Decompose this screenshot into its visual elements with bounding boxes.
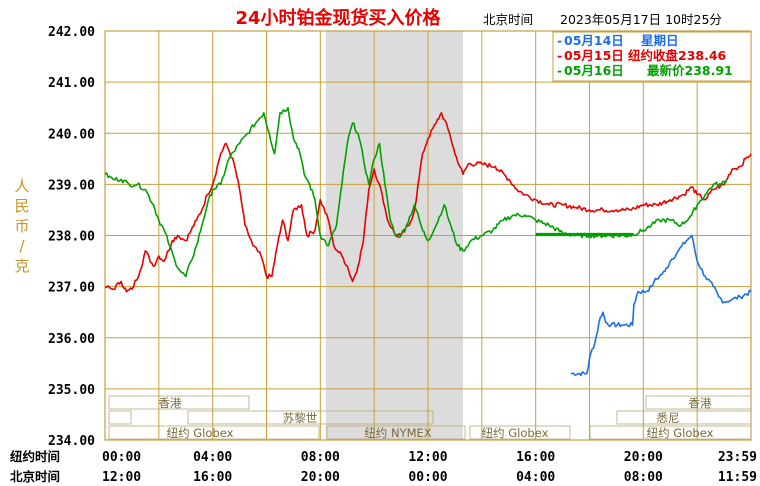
session-label-globex-1: 纽约 Globex <box>167 426 234 440</box>
y-tick-label: 238.00 <box>48 230 95 245</box>
legend-dash-0: - <box>557 33 562 48</box>
session-label-globex-3: 纽约 Globex <box>647 426 714 440</box>
ny-time-row-label: 纽约时间 <box>10 449 60 464</box>
x-tick-label-bj: 04:00 <box>516 470 555 485</box>
x-tick-label-ny: 04:00 <box>193 450 232 465</box>
x-tick-label-bj: 20:00 <box>301 470 340 485</box>
legend: - 05月14日 星期日 - 05月15日 纽约收盘238.46 - 05月16… <box>552 31 752 82</box>
y-tick-label: 241.00 <box>48 76 95 91</box>
legend-label-1: 05月15日 <box>564 48 624 63</box>
plot-frame <box>104 30 752 441</box>
x-tick-label-ny: 00:00 <box>102 450 141 465</box>
y-axis-label: 人 民 币 / 克 <box>14 177 29 275</box>
x-tick-label-bj: 08:00 <box>624 470 663 485</box>
session-bar-hongkong-1 <box>108 395 250 410</box>
legend-dash-1: - <box>557 48 562 63</box>
session-bar-hongkong-2 <box>645 395 752 410</box>
session-bar-globex-3 <box>589 425 752 440</box>
legend-label-0: 05月14日 <box>564 33 624 48</box>
bj-time-row-label: 北京时间 <box>10 469 60 484</box>
session-label-zurich: 苏黎世 <box>283 411 318 425</box>
series-line-2 <box>104 112 752 293</box>
x-tick-label-bj: 16:00 <box>193 470 232 485</box>
session-label-nymex: 纽约 NYMEX <box>364 426 431 440</box>
session-label-globex-2: 纽约 Globex <box>482 426 549 440</box>
session-bar-globex-2 <box>469 425 571 440</box>
series-line-3 <box>104 106 728 278</box>
session-bar-zurich-2 <box>187 410 434 425</box>
series-line-1 <box>570 234 752 377</box>
x-tick-label-bj: 11:59 <box>718 470 757 485</box>
legend-box <box>552 31 752 82</box>
legend-info-0: 星期日 <box>641 33 679 48</box>
trading-sessions: 香港 香港 苏黎世 悉尼 纽约 Globex 纽约 NYMEX 纽约 Globe… <box>108 395 752 440</box>
x-tick-label-ny: 12:00 <box>408 450 447 465</box>
session-bar-zurich-1 <box>108 410 132 425</box>
y-tick-label: 235.00 <box>48 383 95 398</box>
y-tick-label: 239.00 <box>48 178 95 193</box>
session-bar-globex-1 <box>108 425 320 440</box>
x-tick-label-ny: 16:00 <box>516 450 555 465</box>
y-tick-label: 236.00 <box>48 332 95 347</box>
session-label-hongkong-1: 香港 <box>159 396 182 410</box>
x-tick-label-ny: 23:59 <box>718 450 757 465</box>
ylabel-char-3: 币 <box>14 217 29 235</box>
legend-dash-2: - <box>557 63 562 78</box>
y-tick-label: 237.00 <box>48 281 95 296</box>
ylabel-char-2: 民 <box>14 197 29 215</box>
session-bar-sydney <box>616 410 752 425</box>
y-tick-label: 234.00 <box>48 434 95 449</box>
x-tick-labels: 00:00 12:00 04:00 16:00 08:00 20:00 12:00 00:00… <box>102 450 757 485</box>
legend-info-1: 纽约收盘238.46 <box>628 48 727 63</box>
y-tick-label: 242.00 <box>48 25 95 40</box>
session-bar-nymex <box>326 425 466 440</box>
header-location: 北京时间 <box>483 12 533 27</box>
session-label-sydney: 悉尼 <box>657 411 680 425</box>
ylabel-char-5: 克 <box>14 257 29 275</box>
y-tick-label: 240.00 <box>48 127 95 142</box>
ylabel-char-4: / <box>19 237 25 255</box>
header-datetime: 2023年05月17日 10时25分 <box>560 12 722 27</box>
x-tick-label-ny: 20:00 <box>624 450 663 465</box>
y-tick-labels: 234.00 235.00 236.00 237.00 238.00 239.00 240.… <box>48 25 95 449</box>
x-tick-label-ny: 08:00 <box>301 450 340 465</box>
chart-grid <box>105 31 751 440</box>
legend-info-2: 最新价238.91 <box>647 63 733 78</box>
price-series <box>104 106 752 377</box>
legend-label-2: 05月16日 <box>564 63 624 78</box>
x-tick-label-bj: 00:00 <box>408 470 447 485</box>
chart-title: 24小时铂金现货买入价格 <box>235 7 441 29</box>
x-tick-label-bj: 12:00 <box>102 470 141 485</box>
session-label-hongkong-2: 香港 <box>689 396 712 410</box>
ylabel-char-1: 人 <box>14 177 29 195</box>
